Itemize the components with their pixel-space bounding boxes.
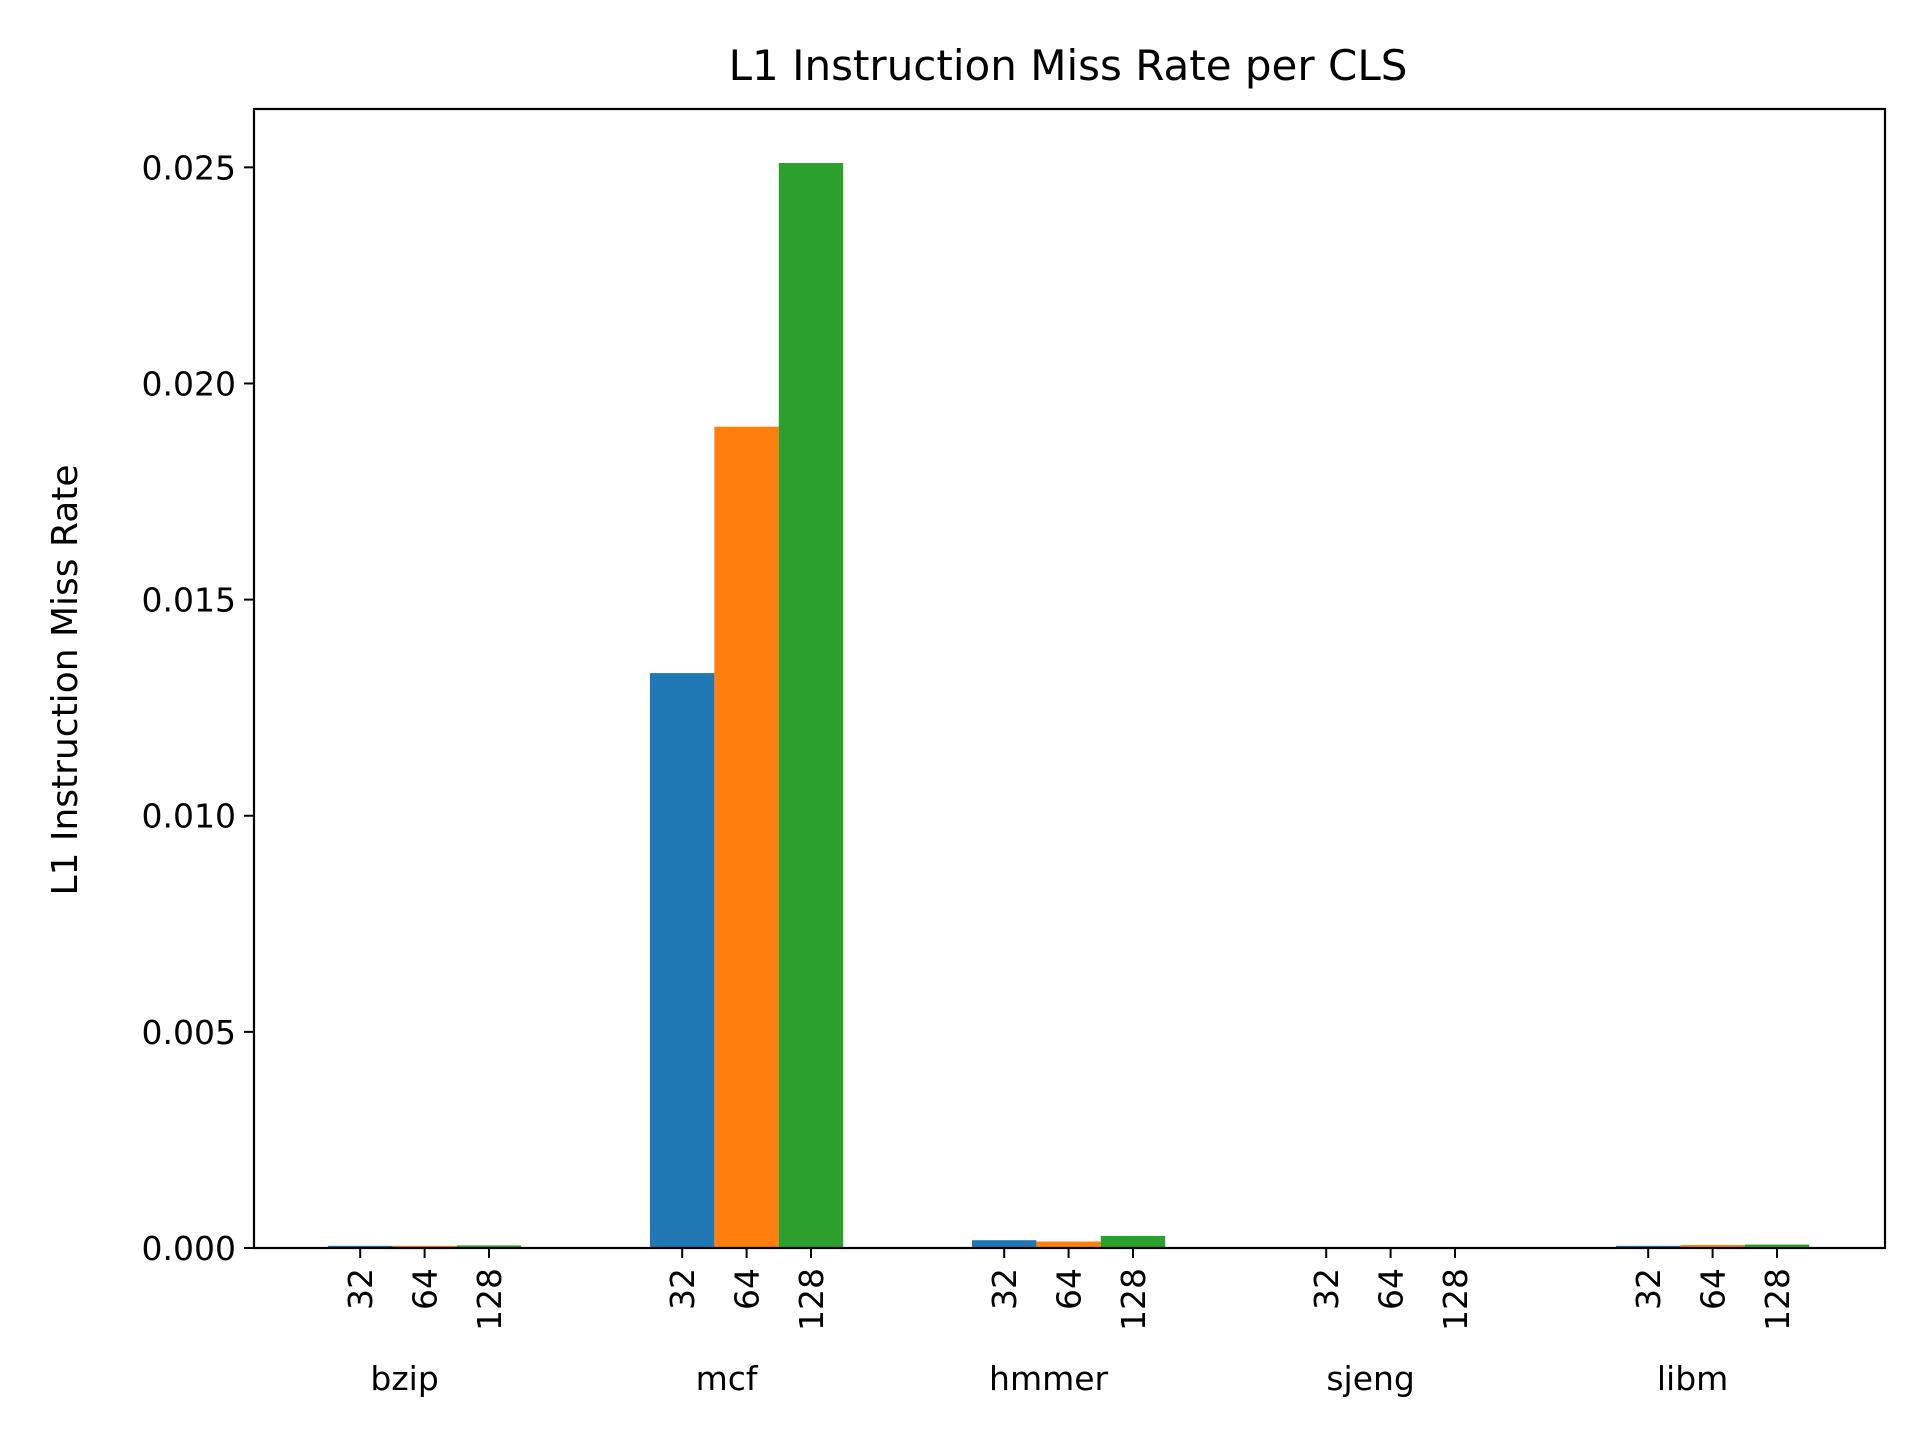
y-tick-label: 0.010: [142, 797, 236, 836]
x-subtick-label: 32: [1307, 1268, 1346, 1310]
x-subtick-label: 64: [1372, 1268, 1411, 1310]
y-axis-label: L1 Instruction Miss Rate: [45, 464, 86, 895]
y-tick-label: 0.000: [142, 1229, 236, 1268]
x-category-label: hmmer: [989, 1359, 1109, 1398]
bar-mcf-128: [778, 163, 844, 1248]
y-axis-ticks: 0.000 0.005 0.010 0.015 0.020 0.025: [142, 148, 254, 1268]
x-subtick-label: 128: [792, 1268, 831, 1331]
x-category-label: sjeng: [1326, 1359, 1415, 1398]
bar-mcf-64: [714, 426, 779, 1249]
x-category-label: mcf: [696, 1359, 759, 1398]
x-subtick-label: 128: [470, 1268, 509, 1331]
x-subtick-label: 128: [1114, 1268, 1153, 1331]
bar-libm-128: [1744, 1244, 1810, 1248]
x-subtick-label: 64: [1694, 1268, 1733, 1310]
x-subtick-label: 32: [1629, 1268, 1668, 1310]
bars-layer: [328, 163, 1810, 1249]
x-subtick-label: 64: [406, 1268, 445, 1310]
y-tick-label: 0.025: [142, 148, 236, 187]
bar-hmmer-64: [1036, 1241, 1101, 1248]
bar-hmmer-128: [1100, 1235, 1166, 1248]
chart-title: L1 Instruction Miss Rate per CLS: [729, 41, 1408, 90]
x-category-label: bzip: [370, 1359, 438, 1398]
x-subtick-label: 64: [1050, 1268, 1089, 1310]
y-tick-label: 0.015: [142, 581, 236, 620]
y-tick-label: 0.020: [142, 364, 236, 403]
bar-bzip-128: [456, 1245, 522, 1248]
bar-hmmer-32: [972, 1240, 1037, 1248]
x-subtick-label: 128: [1436, 1268, 1475, 1331]
x-subtick-label: 32: [985, 1268, 1024, 1310]
x-category-label: libm: [1657, 1359, 1728, 1398]
x-subtick-label: 128: [1758, 1268, 1797, 1331]
plot-frame: [252, 107, 1887, 1250]
bar-libm-64: [1680, 1244, 1745, 1248]
x-subtick-label: 32: [663, 1268, 702, 1310]
x-subtick-label: 32: [341, 1268, 380, 1310]
bar-mcf-32: [650, 673, 715, 1248]
x-subtick-label: 64: [728, 1268, 767, 1310]
y-tick-label: 0.005: [142, 1013, 236, 1052]
